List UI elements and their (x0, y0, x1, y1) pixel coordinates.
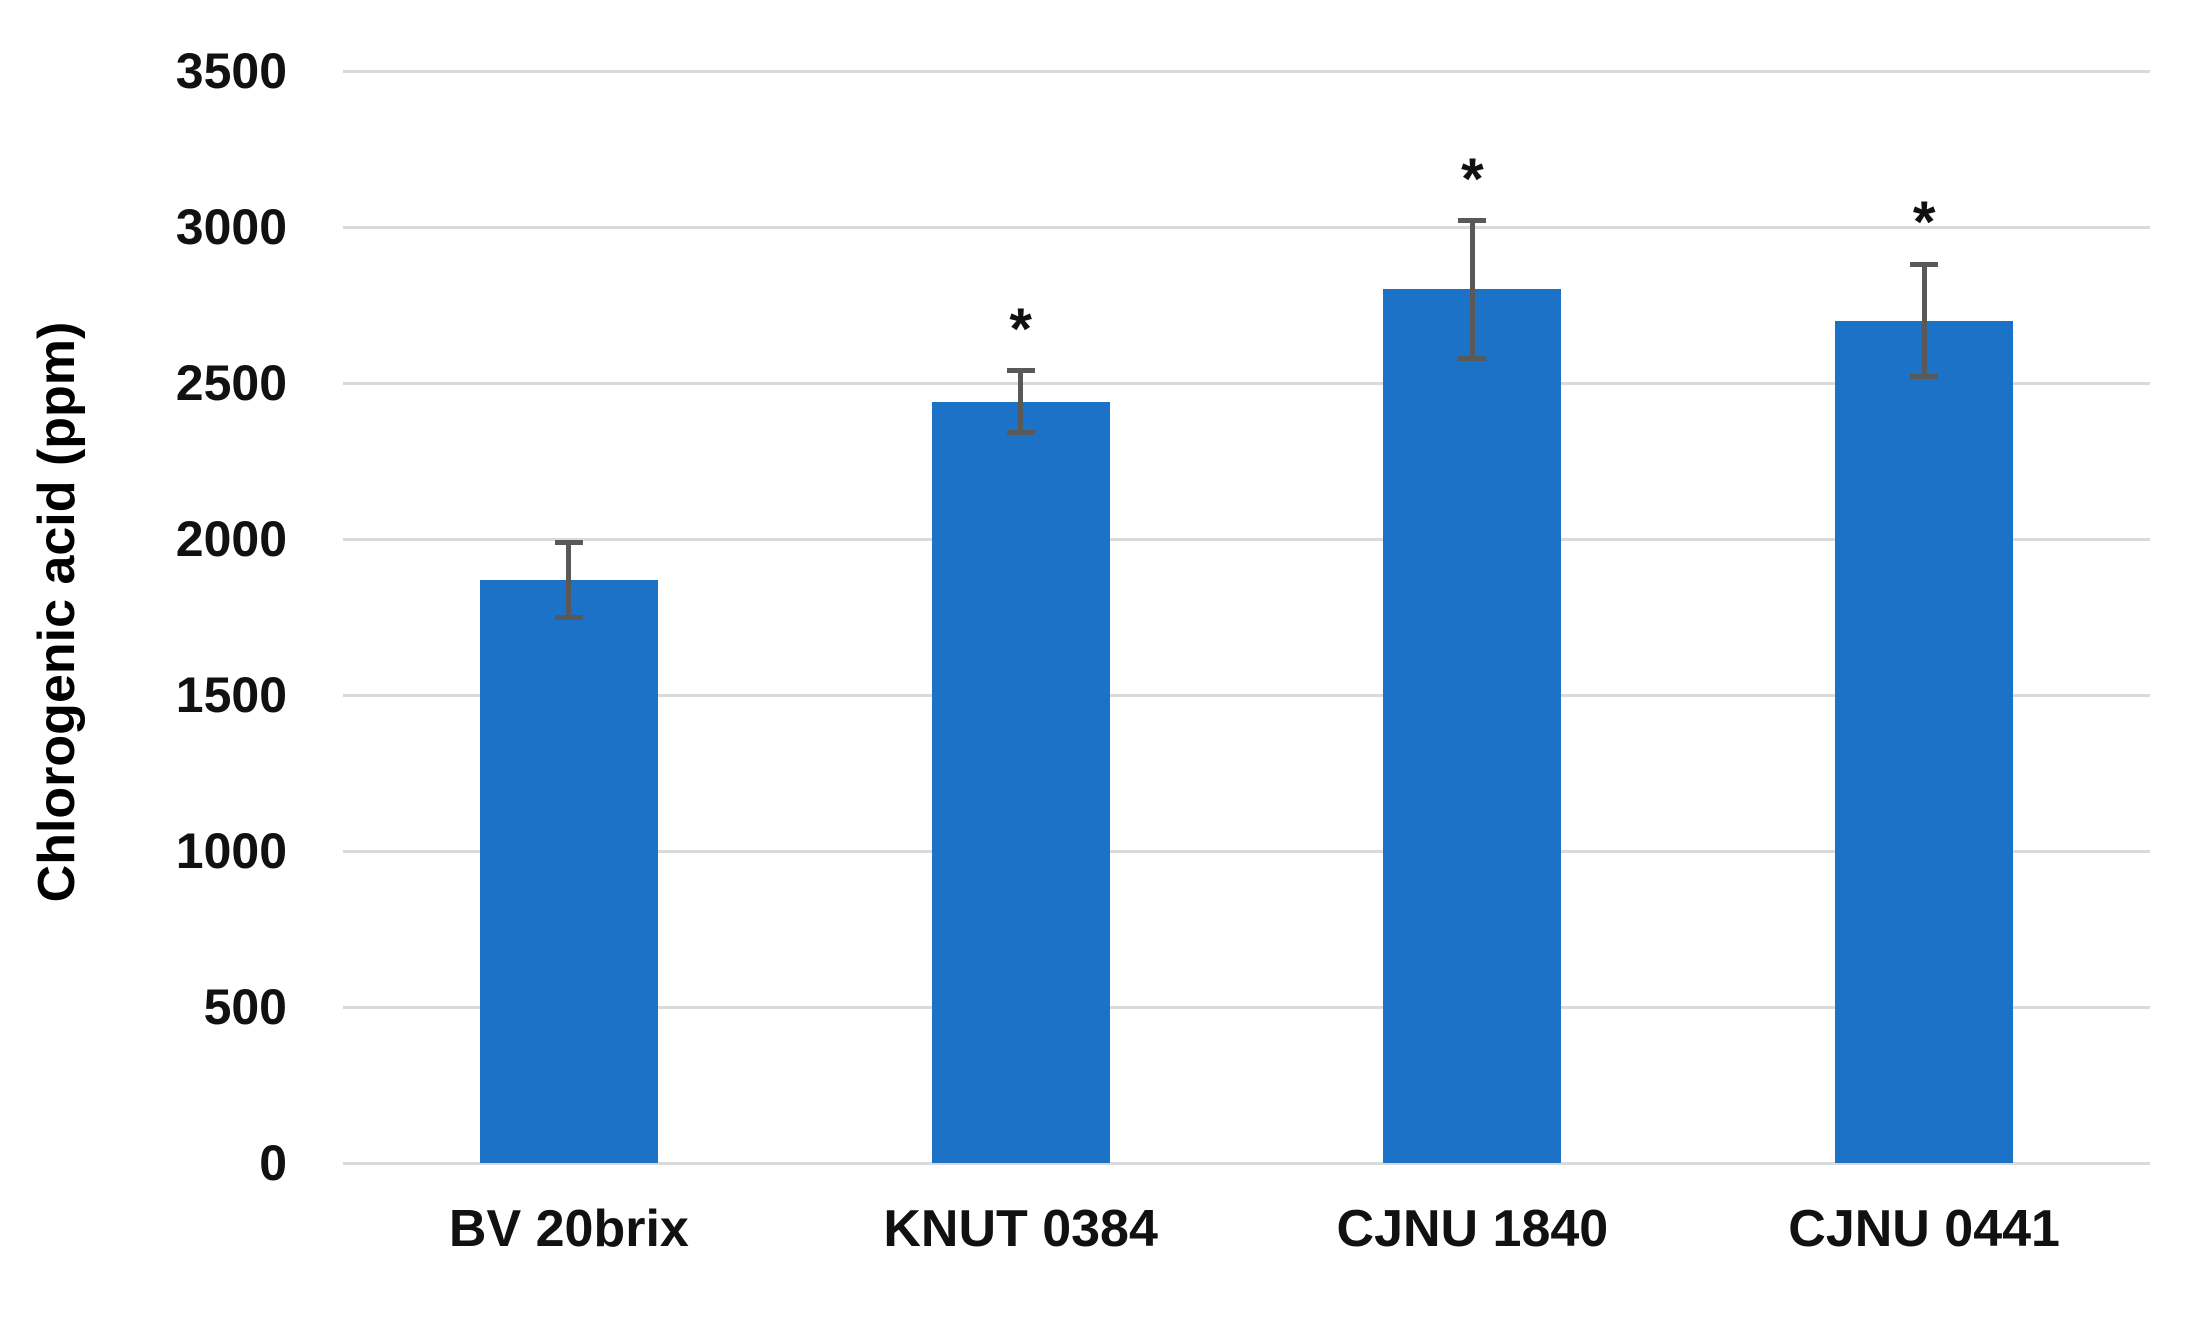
y-gridline (343, 537, 2150, 541)
error-bar-stem (1018, 370, 1024, 433)
y-gridline (343, 849, 2150, 853)
significance-asterisk: * (1912, 190, 1936, 256)
y-gridline (343, 381, 2150, 385)
y-tick-label: 3500 (175, 43, 287, 99)
y-tick-label: 2500 (175, 355, 287, 411)
error-bar-stem (566, 542, 572, 617)
y-gridline (343, 1161, 2150, 1165)
error-bar-cap-top (1006, 368, 1035, 374)
y-tick-label: 1000 (175, 823, 287, 879)
error-bar-cap-top (554, 539, 583, 545)
significance-asterisk: * (1461, 146, 1484, 212)
bar-cjnu-0441 (1835, 320, 2014, 1163)
y-tick-label: 0 (259, 1135, 287, 1191)
bar-bv-20brix (479, 579, 658, 1163)
y-gridline (343, 69, 2150, 73)
significance-asterisk: * (1009, 296, 1032, 362)
y-gridline (343, 225, 2150, 229)
error-bar-cap-top (1910, 261, 1939, 267)
error-bar-cap-bottom (554, 614, 583, 620)
y-tick-label: 2000 (175, 511, 287, 567)
error-bar-stem (1469, 220, 1475, 359)
bar-cjnu-1840 (1383, 289, 1562, 1163)
y-gridline (343, 693, 2150, 697)
x-tick-label: BV 20brix (448, 1200, 689, 1258)
y-tick-label: 1500 (175, 667, 287, 723)
y-tick-label: 3000 (175, 199, 287, 255)
x-tick-label: CJNU 0441 (1788, 1200, 2060, 1258)
error-bar-cap-bottom (1006, 430, 1035, 436)
y-gridline (343, 1005, 2150, 1009)
x-tick-label: CJNU 1840 (1336, 1200, 1609, 1258)
error-bar-stem (1921, 264, 1927, 377)
error-bar-cap-bottom (1910, 374, 1939, 380)
y-tick-label: 500 (203, 979, 287, 1035)
y-axis-title: Chlorogenic acid (ppm) (28, 321, 86, 903)
error-bar-cap-top (1458, 218, 1487, 224)
bar-knut-0384 (931, 401, 1110, 1163)
error-bar-cap-bottom (1458, 355, 1487, 361)
x-tick-label: KNUT 0384 (883, 1200, 1158, 1258)
